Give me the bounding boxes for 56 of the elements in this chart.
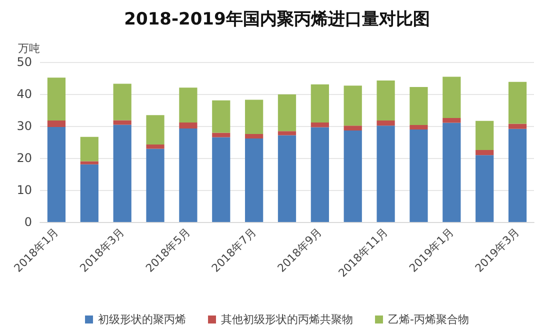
bar <box>344 86 362 126</box>
y-tick-label: 30 <box>16 119 32 133</box>
bar <box>146 148 164 222</box>
bar <box>376 80 395 121</box>
y-tick-label: 50 <box>16 55 32 69</box>
bar <box>179 88 198 122</box>
bar <box>442 122 461 222</box>
bar <box>179 128 198 222</box>
bar <box>476 150 494 156</box>
bar <box>410 125 428 130</box>
bar <box>376 126 395 222</box>
bar <box>113 84 132 120</box>
chart-title: 2018-2019年国内聚丙烯进口量对比图 <box>124 10 430 30</box>
bar <box>344 130 362 222</box>
bar <box>212 137 230 222</box>
bar <box>344 126 362 130</box>
bar <box>245 138 264 222</box>
bar <box>278 131 296 136</box>
bar <box>212 100 230 133</box>
bar <box>47 78 66 121</box>
bar <box>113 124 132 222</box>
bar <box>80 161 98 164</box>
legend-label: 其他初级形状的丙烯共聚物 <box>221 313 354 326</box>
bar <box>113 120 132 125</box>
y-tick-label: 40 <box>16 87 32 101</box>
bar <box>376 120 395 126</box>
y-tick-label: 10 <box>16 183 32 197</box>
bar <box>442 118 461 123</box>
bar <box>310 127 329 222</box>
legend-label: 乙烯-丙烯聚合物 <box>388 313 469 326</box>
bar <box>179 122 198 129</box>
bar <box>476 120 494 150</box>
bar <box>508 128 527 222</box>
bar <box>212 132 230 138</box>
y-tick-label: 20 <box>16 151 32 165</box>
bar <box>476 155 494 222</box>
bar <box>410 130 428 222</box>
bar <box>245 134 264 138</box>
bar <box>146 115 164 145</box>
legend-label: 初级形状的聚丙烯 <box>98 313 186 326</box>
bar <box>508 82 527 124</box>
bar <box>310 122 329 128</box>
bar <box>278 94 296 132</box>
bar <box>410 86 428 126</box>
bar <box>80 164 98 222</box>
bar <box>245 100 264 134</box>
bar <box>310 84 329 122</box>
bar <box>508 124 527 129</box>
bar <box>278 135 296 222</box>
bar <box>47 126 66 222</box>
y-tick-label: 0 <box>24 215 32 229</box>
y-axis-title: 万吨 <box>18 42 40 55</box>
bar <box>47 120 66 127</box>
bar <box>442 76 461 118</box>
bar <box>80 136 98 162</box>
bar <box>146 144 164 149</box>
